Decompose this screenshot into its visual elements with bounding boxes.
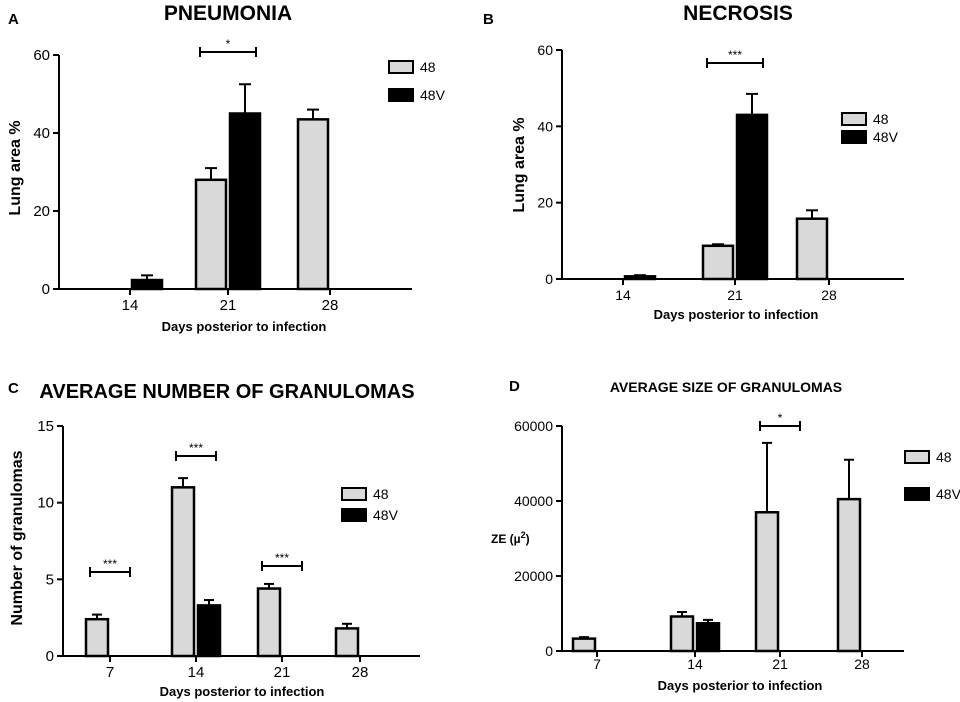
x-tick-label: 14 bbox=[615, 287, 631, 303]
xlabel-b: Days posterior to infection bbox=[654, 307, 819, 322]
x-tick-label: 14 bbox=[122, 297, 139, 314]
y-tick-label: 10 bbox=[37, 495, 54, 512]
x-tick-label: 14 bbox=[687, 656, 703, 672]
bar-48 bbox=[571, 637, 597, 653]
panel-b: B NECROSIS Lung area % Days posterior to… bbox=[483, 2, 904, 322]
bar-48v bbox=[623, 275, 657, 281]
panel-c: C AVERAGE NUMBER OF GRANULOMAS Number of… bbox=[8, 380, 420, 699]
y-tick-label: 40 bbox=[33, 125, 50, 142]
bar-48 bbox=[334, 627, 360, 658]
y-tick-label: 40000 bbox=[514, 493, 553, 509]
y-tick-label: 20 bbox=[33, 203, 50, 220]
x-tick-label: 7 bbox=[106, 664, 114, 681]
legend-swatch-48 bbox=[904, 450, 930, 464]
y-tick-label: 0 bbox=[42, 281, 50, 298]
legend-swatch-48v bbox=[341, 508, 367, 522]
y-tick-label: 40 bbox=[537, 118, 553, 134]
legend-label-48: 48 bbox=[936, 449, 952, 465]
title-d: AVERAGE SIZE OF GRANULOMAS bbox=[610, 379, 842, 395]
bar-48v bbox=[228, 112, 262, 291]
significance-label: * bbox=[778, 411, 783, 425]
significance-label: *** bbox=[189, 441, 203, 455]
bar-48v bbox=[130, 278, 164, 291]
title-b: NECROSIS bbox=[683, 2, 793, 25]
legend-swatch-48 bbox=[341, 487, 367, 501]
bar-48 bbox=[701, 244, 735, 281]
ylabel-b: Lung area % bbox=[511, 117, 528, 212]
x-tick-label: 21 bbox=[772, 656, 788, 672]
legend-d: 48 48V bbox=[904, 449, 960, 502]
legend-swatch-48v bbox=[904, 487, 930, 501]
y-tick-label: 60000 bbox=[514, 418, 553, 434]
legend-label-48v: 48V bbox=[373, 507, 399, 523]
bar-48 bbox=[296, 118, 330, 291]
y-tick-label: 60 bbox=[537, 42, 553, 58]
bar-48 bbox=[256, 587, 282, 658]
panel-d: D AVERAGE SIZE OF GRANULOMAS ZE (µ2) Day… bbox=[491, 378, 960, 693]
xlabel-c: Days posterior to infection bbox=[160, 684, 325, 699]
legend-label-48v: 48V bbox=[873, 129, 899, 145]
x-tick-label: 21 bbox=[274, 664, 291, 681]
x-tick-label: 28 bbox=[854, 656, 870, 672]
y-tick-label: 0 bbox=[545, 271, 553, 287]
bar-48 bbox=[795, 217, 829, 281]
x-tick-label: 28 bbox=[322, 297, 339, 314]
xlabel-d: Days posterior to infection bbox=[658, 678, 823, 693]
x-tick-label: 28 bbox=[821, 287, 837, 303]
panel-a: A PNEUMONIA Lung area % Days posterior t… bbox=[7, 2, 446, 334]
bar-48 bbox=[836, 497, 862, 653]
xlabel-a: Days posterior to infection bbox=[162, 319, 327, 334]
legend-label-48: 48 bbox=[420, 59, 436, 75]
significance-label: *** bbox=[728, 48, 742, 62]
bar-48v bbox=[196, 604, 222, 658]
x-tick-label: 28 bbox=[352, 664, 369, 681]
legend-label-48v: 48V bbox=[936, 486, 960, 502]
panel-label-a: A bbox=[8, 11, 19, 28]
significance-label: *** bbox=[103, 557, 117, 571]
legend-swatch-48 bbox=[388, 60, 414, 74]
x-tick-label: 21 bbox=[220, 297, 237, 314]
y-tick-label: 15 bbox=[37, 418, 54, 435]
panel-label-c: C bbox=[8, 380, 19, 397]
bar-48 bbox=[84, 617, 110, 658]
bar-48v bbox=[695, 622, 721, 653]
title-c: AVERAGE NUMBER OF GRANULOMAS bbox=[39, 381, 414, 403]
y-tick-label: 0 bbox=[46, 648, 54, 665]
panel-label-d: D bbox=[509, 378, 520, 395]
ylabel-a: Lung area % bbox=[7, 120, 24, 215]
y-tick-label: 20000 bbox=[514, 568, 553, 584]
legend-b: 48 48V bbox=[841, 111, 899, 145]
bar-48v bbox=[735, 113, 769, 281]
y-tick-label: 5 bbox=[46, 571, 54, 588]
legend-label-48v: 48V bbox=[420, 87, 446, 103]
y-tick-label: 0 bbox=[545, 643, 553, 659]
x-tick-label: 21 bbox=[727, 287, 743, 303]
x-tick-label: 7 bbox=[593, 656, 601, 672]
significance-label: * bbox=[226, 37, 231, 51]
legend-label-48: 48 bbox=[373, 486, 389, 502]
legend-swatch-48 bbox=[841, 112, 867, 126]
y-tick-label: 20 bbox=[537, 195, 553, 211]
y-tick-label: 60 bbox=[33, 47, 50, 64]
title-a: PNEUMONIA bbox=[164, 2, 292, 25]
bar-48 bbox=[754, 511, 780, 653]
ylabel-c: Number of granulomas bbox=[9, 450, 26, 625]
legend-a: 48 48V bbox=[388, 59, 446, 103]
ylabel-d: ZE (µ2) bbox=[491, 530, 530, 546]
bar-48 bbox=[669, 615, 695, 653]
legend-swatch-48v bbox=[388, 88, 414, 102]
panel-label-b: B bbox=[483, 11, 494, 28]
bar-48 bbox=[170, 486, 196, 658]
x-tick-label: 14 bbox=[188, 664, 205, 681]
significance-label: *** bbox=[275, 551, 289, 565]
legend-label-48: 48 bbox=[873, 111, 889, 127]
legend-swatch-48v bbox=[841, 130, 867, 144]
bar-48 bbox=[194, 178, 228, 291]
legend-c: 48 48V bbox=[341, 486, 399, 523]
